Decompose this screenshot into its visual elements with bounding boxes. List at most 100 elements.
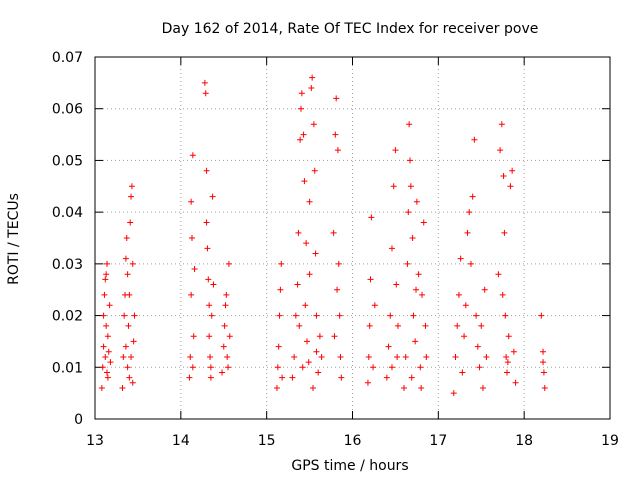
data-point <box>189 364 196 371</box>
data-point <box>104 374 111 381</box>
data-point <box>273 384 280 391</box>
data-point <box>473 312 480 319</box>
data-point <box>303 240 310 247</box>
data-point <box>305 359 312 366</box>
data-point <box>467 260 474 267</box>
data-point <box>126 374 133 381</box>
data-point <box>204 245 211 252</box>
data-point <box>105 348 112 355</box>
data-point <box>222 302 229 309</box>
data-point <box>420 219 427 226</box>
data-point <box>294 281 301 288</box>
data-point <box>461 333 468 340</box>
data-point <box>298 105 304 112</box>
data-point <box>128 183 135 190</box>
data-point <box>308 85 315 92</box>
data-point <box>312 250 319 257</box>
data-point <box>205 276 212 283</box>
data-point <box>188 291 195 298</box>
data-point <box>479 384 486 391</box>
data-point <box>315 369 322 376</box>
data-point <box>408 374 415 381</box>
data-point <box>462 302 469 309</box>
data-point <box>100 343 107 350</box>
data-point <box>540 369 547 376</box>
data-point <box>225 364 232 371</box>
data-point <box>106 302 113 309</box>
data-point <box>289 374 296 381</box>
x-tick-labels: 13 14 15 16 17 18 19 <box>86 433 619 449</box>
data-point <box>277 286 284 293</box>
data-point <box>394 353 401 360</box>
data-point <box>407 183 414 190</box>
data-point <box>334 147 341 154</box>
data-points <box>98 74 548 397</box>
data-point <box>483 353 490 360</box>
data-point <box>131 312 138 319</box>
tick-marks <box>94 56 611 420</box>
data-point <box>501 229 508 236</box>
data-point <box>187 353 194 360</box>
data-point <box>297 136 304 143</box>
data-point <box>335 260 342 267</box>
data-point <box>122 343 129 350</box>
data-point <box>102 353 109 360</box>
data-point <box>103 271 110 278</box>
data-point <box>417 364 424 371</box>
data-point <box>413 286 420 293</box>
data-point <box>469 193 476 200</box>
data-point <box>455 291 462 298</box>
data-point <box>405 209 412 216</box>
data-point <box>103 322 110 329</box>
data-point <box>102 276 109 283</box>
data-point <box>104 369 111 376</box>
data-point <box>127 219 134 226</box>
data-point <box>207 374 214 381</box>
y-tick-label: 0 <box>74 412 83 428</box>
data-point <box>130 338 137 345</box>
x-tick-label: 14 <box>172 433 190 449</box>
data-point <box>388 364 395 371</box>
data-point <box>120 353 127 360</box>
data-point <box>387 312 394 319</box>
data-point <box>383 374 390 381</box>
data-point <box>500 172 507 179</box>
data-point <box>125 322 132 329</box>
y-axis-label: ROTI / TECUs <box>6 193 22 285</box>
data-point <box>101 291 108 298</box>
data-point <box>370 364 377 371</box>
data-point <box>499 291 506 298</box>
y-tick-label: 0.02 <box>52 309 83 325</box>
data-point <box>209 193 216 200</box>
data-point <box>409 235 416 241</box>
data-point <box>540 359 547 366</box>
data-point <box>206 302 213 309</box>
data-point <box>393 281 400 288</box>
data-point <box>276 312 283 319</box>
data-point <box>333 95 340 102</box>
data-point <box>186 374 193 381</box>
data-point <box>129 260 136 267</box>
x-axis-label: GPS time / hours <box>291 458 408 474</box>
data-point <box>495 271 502 278</box>
data-point <box>367 276 374 283</box>
data-point <box>423 353 430 360</box>
data-point <box>301 178 308 185</box>
data-point <box>337 353 344 360</box>
data-point <box>279 374 286 381</box>
y-tick-label: 0.01 <box>52 360 83 376</box>
data-point <box>124 364 131 371</box>
data-point <box>510 348 517 355</box>
y-tick-label: 0.05 <box>52 153 83 169</box>
data-point <box>331 333 338 340</box>
data-point <box>481 286 488 293</box>
data-point <box>394 322 401 329</box>
data-point <box>368 214 375 221</box>
data-point <box>201 79 208 86</box>
data-point <box>188 198 195 205</box>
data-point <box>100 312 107 319</box>
data-point <box>385 343 392 350</box>
data-point <box>275 343 282 350</box>
data-point <box>415 271 422 278</box>
data-point <box>454 322 461 329</box>
